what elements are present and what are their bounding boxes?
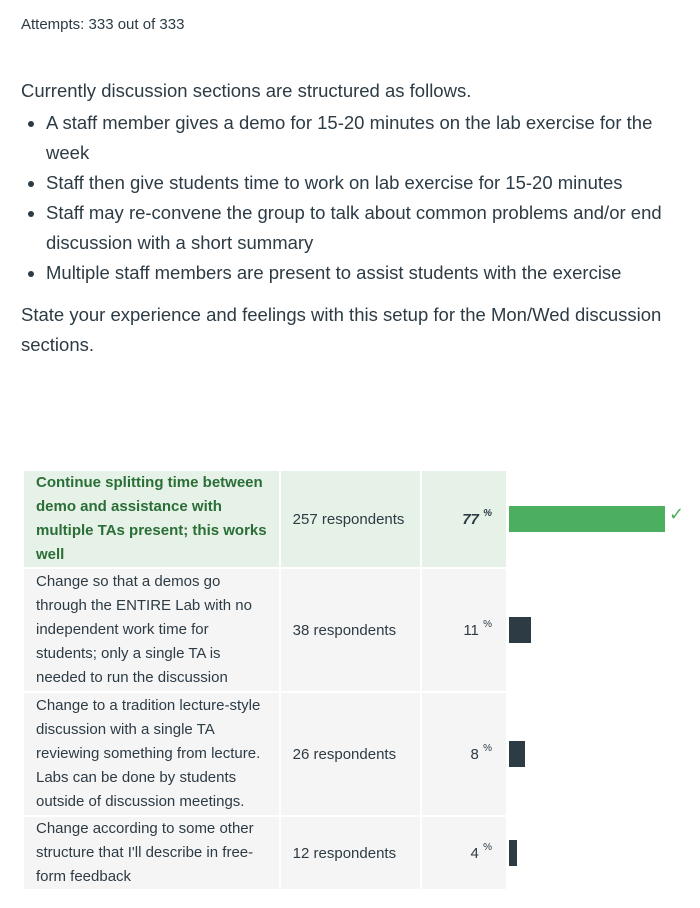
result-row: Change according to some other structure… (24, 817, 700, 891)
respondent-count: 257 respondents (280, 471, 423, 569)
answer-text: Change to a tradition lecture-style disc… (24, 693, 281, 817)
question-bullets: A staff member gives a demo for 15-20 mi… (21, 108, 681, 288)
bar-cell (505, 569, 700, 693)
result-bar (508, 617, 531, 643)
percent-number: 4 (470, 845, 479, 862)
percent-unit: % (483, 842, 492, 853)
bullet-item: A staff member gives a demo for 15-20 mi… (46, 108, 681, 168)
bullet-item: Staff then give students time to work on… (46, 168, 681, 198)
result-bar (508, 741, 525, 767)
question-text: Currently discussion sections are struct… (21, 76, 681, 360)
percent-unit: % (483, 619, 492, 630)
answer-text: Continue splitting time between demo and… (24, 471, 281, 569)
respondent-count: 26 respondents (280, 693, 423, 817)
respondent-count: 38 respondents (280, 569, 423, 693)
percent-number: 8 (470, 746, 479, 763)
percent-number: 11 (463, 622, 479, 639)
respondent-count: 12 respondents (280, 817, 423, 891)
question-prompt: State your experience and feelings with … (21, 304, 662, 355)
result-row: Change so that a demos go through the EN… (24, 569, 700, 693)
bar-cell (505, 817, 700, 891)
bullet-item: Multiple staff members are present to as… (46, 258, 681, 288)
bullet-item: Staff may re-convene the group to talk a… (46, 198, 681, 258)
result-row: Change to a tradition lecture-style disc… (24, 693, 700, 817)
percent-value: 11 % (422, 569, 506, 693)
answer-text: Change according to some other structure… (24, 817, 281, 891)
bar-cell: ✓ (505, 471, 700, 569)
answer-text: Change so that a demos go through the EN… (24, 569, 281, 693)
attempts-count: Attempts: 333 out of 333 (21, 16, 185, 33)
check-icon: ✓ (668, 504, 685, 524)
percent-unit: % (483, 508, 492, 519)
percent-value: 77 % (422, 471, 506, 569)
question-intro: Currently discussion sections are struct… (21, 80, 472, 101)
percent-value: 4 % (422, 817, 506, 891)
bar-cell (505, 693, 700, 817)
percent-unit: % (483, 743, 492, 754)
result-bar (508, 840, 517, 866)
result-row: Continue splitting time between demo and… (24, 471, 700, 569)
percent-number: 77 (462, 511, 479, 528)
result-bar (508, 506, 665, 532)
results-table: Continue splitting time between demo and… (24, 471, 700, 891)
percent-value: 8 % (422, 693, 506, 817)
